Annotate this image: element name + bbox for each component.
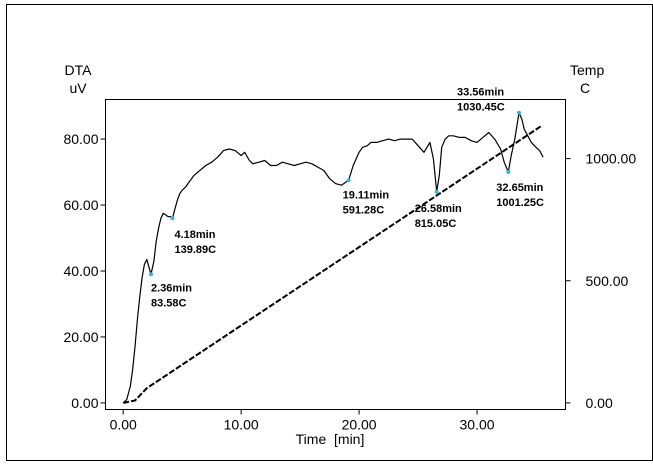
y-left-tick-label: 20.00 (63, 329, 98, 345)
y-right-tick-label: 1000.00 (586, 151, 637, 167)
x-tick-label: 10.00 (224, 417, 259, 433)
peak-marker (434, 189, 439, 194)
peak-temp-label: 83.58C (151, 297, 187, 309)
x-tick-label: 0.00 (110, 417, 137, 433)
peak-time-label: 32.65min (496, 182, 543, 194)
right-axis-label: Temp C (570, 62, 604, 96)
y-left-tick-label: 60.00 (63, 197, 98, 213)
peak-temp-label: 1030.45C (457, 102, 505, 114)
left-axis-label-line2: uV (69, 80, 87, 96)
peak-temp-label: 1001.25C (496, 197, 544, 209)
peak-temp-label: 591.28C (343, 204, 385, 216)
x-axis-label: Time [min] (296, 431, 365, 447)
right-axis-label-line1: Temp (570, 62, 604, 78)
left-axis-label-line1: DTA (65, 62, 93, 78)
x-tick-label: 30.00 (460, 417, 495, 433)
peak-marker (506, 170, 511, 175)
right-axis-label-line2: C (580, 80, 590, 96)
outer-border (6, 4, 653, 461)
peak-temp-label: 815.05C (415, 218, 457, 230)
y-right-tick-label: 0.00 (586, 395, 613, 411)
peak-time-label: 19.11min (343, 189, 390, 201)
peak-time-label: 26.58min (415, 203, 462, 215)
temperature-series-line (123, 124, 543, 404)
y-right-tick-label: 500.00 (586, 273, 629, 289)
dta-series-line (122, 112, 544, 404)
plot-area (105, 99, 566, 410)
left-axis-label: DTA uV (65, 62, 93, 96)
y-left-tick-label: 40.00 (63, 263, 98, 279)
peak-marker (346, 178, 351, 183)
peak-time-label: 33.56min (457, 87, 504, 99)
peak-marker (170, 216, 175, 221)
y-left-tick-label: 80.00 (63, 131, 98, 147)
peak-marker (149, 272, 154, 277)
y-left-tick-label: 0.00 (71, 395, 98, 411)
x-tick-label: 20.00 (342, 417, 377, 433)
peak-time-label: 2.36min (151, 282, 192, 294)
peak-marker (517, 110, 522, 115)
peak-time-label: 4.18min (174, 229, 215, 241)
peak-temp-label: 139.89C (174, 244, 216, 256)
